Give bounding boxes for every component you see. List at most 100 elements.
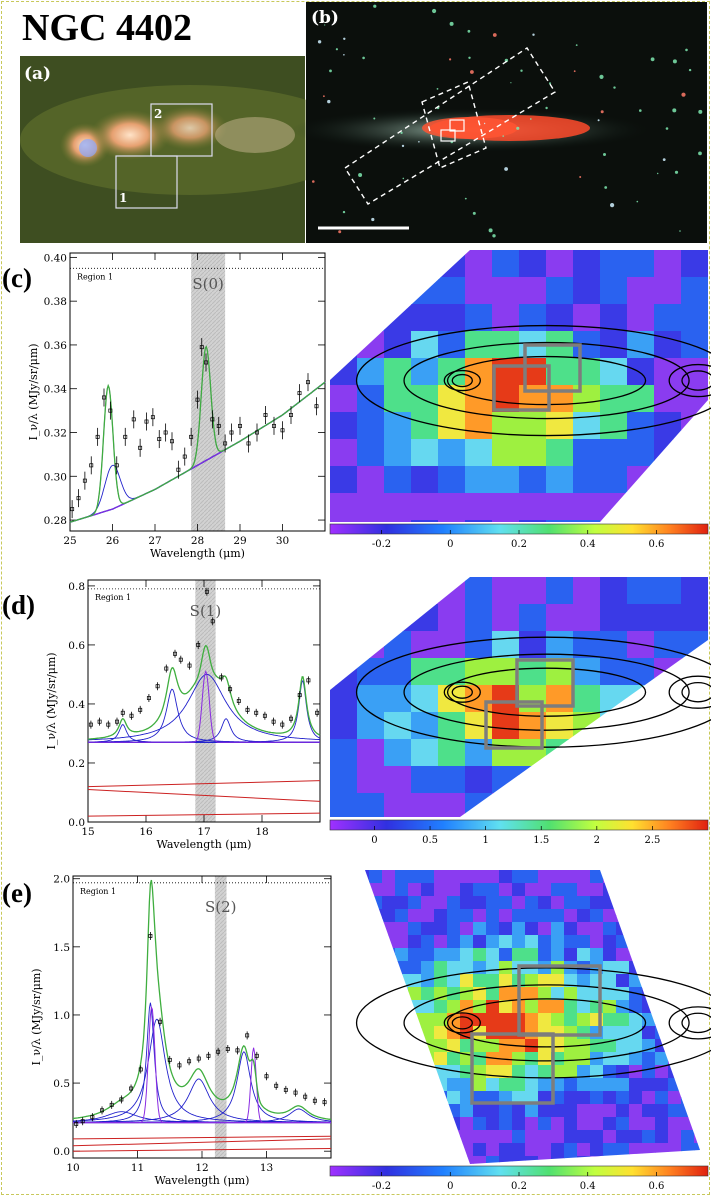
map-pixel (707, 974, 711, 988)
map-pixel (499, 987, 513, 1001)
map-pixel (486, 1156, 500, 1164)
map-pixel (365, 1000, 370, 1014)
map-pixel (395, 1039, 409, 1053)
map-pixel (512, 1117, 526, 1131)
map-pixel (616, 1104, 630, 1118)
map-pixel (668, 883, 682, 897)
map-pixel (447, 961, 461, 975)
colorbar-tick-label: 0.5 (422, 835, 438, 846)
map-pixel (369, 1065, 383, 1079)
data-point (235, 1048, 240, 1053)
map-pixel (411, 577, 439, 605)
map-pixel (384, 658, 412, 686)
map-pixel (603, 961, 617, 975)
map-pixel (343, 1143, 357, 1157)
x-tick-label: 11 (131, 1162, 144, 1174)
map-pixel (681, 896, 695, 910)
map-pixel (330, 935, 344, 949)
map-pixel (357, 766, 385, 794)
map-pixel (564, 922, 578, 936)
map-pixel (382, 909, 396, 923)
map-pixel (668, 948, 682, 962)
data-point (271, 719, 276, 724)
map-pixel (330, 1091, 344, 1105)
data-point (89, 463, 94, 468)
map-pixel (438, 277, 466, 305)
map-pixel (330, 1000, 344, 1014)
map-pixel (590, 1104, 604, 1118)
map-pixel (616, 896, 630, 910)
map-pixel (551, 1013, 565, 1027)
star (312, 180, 315, 183)
map-pixel (681, 604, 708, 632)
star-field (312, 4, 703, 238)
map-pixel (365, 961, 370, 975)
map-pixel (603, 1117, 617, 1131)
map-pixel (642, 1104, 656, 1118)
line-label: S(1) (190, 602, 222, 620)
plot-frame (72, 875, 332, 1159)
map-pixel (384, 412, 412, 440)
map-pixel (384, 439, 412, 467)
contour-core (443, 681, 481, 703)
map-pixel (573, 439, 601, 467)
map-pixel (512, 909, 526, 923)
map-pixel (343, 1065, 357, 1079)
map-pixel (486, 1104, 500, 1118)
map-pixel (642, 1078, 656, 1092)
data-point (216, 1049, 221, 1054)
map-pixel (382, 896, 396, 910)
data-point (146, 696, 151, 700)
map-pixel (447, 896, 461, 910)
map-pixel (519, 250, 547, 278)
map-pixel (681, 1104, 695, 1118)
star (468, 56, 471, 59)
y-tick-label: 0.4 (68, 699, 85, 711)
map-pixel (519, 766, 547, 794)
star (327, 99, 331, 104)
map-pixel (330, 577, 358, 605)
map-pixel (577, 1026, 591, 1040)
map-pixel (447, 1052, 461, 1066)
map-pixel (434, 896, 448, 910)
data-point (254, 1053, 259, 1058)
map-pixel (654, 304, 682, 332)
map-pixel (616, 974, 630, 988)
star (510, 82, 512, 84)
map-pixel (616, 1065, 630, 1079)
map-pixel (343, 948, 357, 962)
map-pixel (408, 1013, 422, 1027)
map-pixel (343, 987, 357, 1001)
map-pixel (434, 909, 448, 923)
map-pixel (654, 277, 682, 305)
map-pixel (492, 277, 520, 305)
map-pixel (421, 1052, 435, 1066)
map-pixel (395, 1000, 409, 1014)
map-panel-e: -0.2 0 0.2 0.4 0.6 (329, 870, 711, 1192)
map-pixel (447, 1104, 461, 1118)
map-pixel (512, 896, 526, 910)
map-pixel (473, 1091, 487, 1105)
map-pixel (546, 277, 574, 305)
map-pixel (707, 948, 711, 962)
map-pixel (438, 385, 466, 413)
map-pixel (473, 922, 487, 936)
map-pixel (642, 1013, 656, 1027)
map-pixel (395, 870, 409, 884)
contour-core (681, 1012, 711, 1034)
map-pixel (411, 277, 439, 305)
data-point (229, 430, 234, 435)
star (650, 57, 655, 62)
map-pixel (525, 922, 539, 936)
map-pixel (499, 870, 513, 884)
map-pixel (681, 439, 708, 467)
map-pixel (546, 493, 574, 521)
map-pixel (590, 948, 604, 962)
map-pixel (421, 1013, 435, 1027)
map-pixel (525, 909, 539, 923)
map-pixel (616, 1000, 630, 1014)
map-pixel (681, 909, 695, 923)
colorbar-tick-label: 1.5 (533, 835, 549, 846)
map-pixel (499, 1104, 513, 1118)
map-pixel (384, 604, 412, 632)
